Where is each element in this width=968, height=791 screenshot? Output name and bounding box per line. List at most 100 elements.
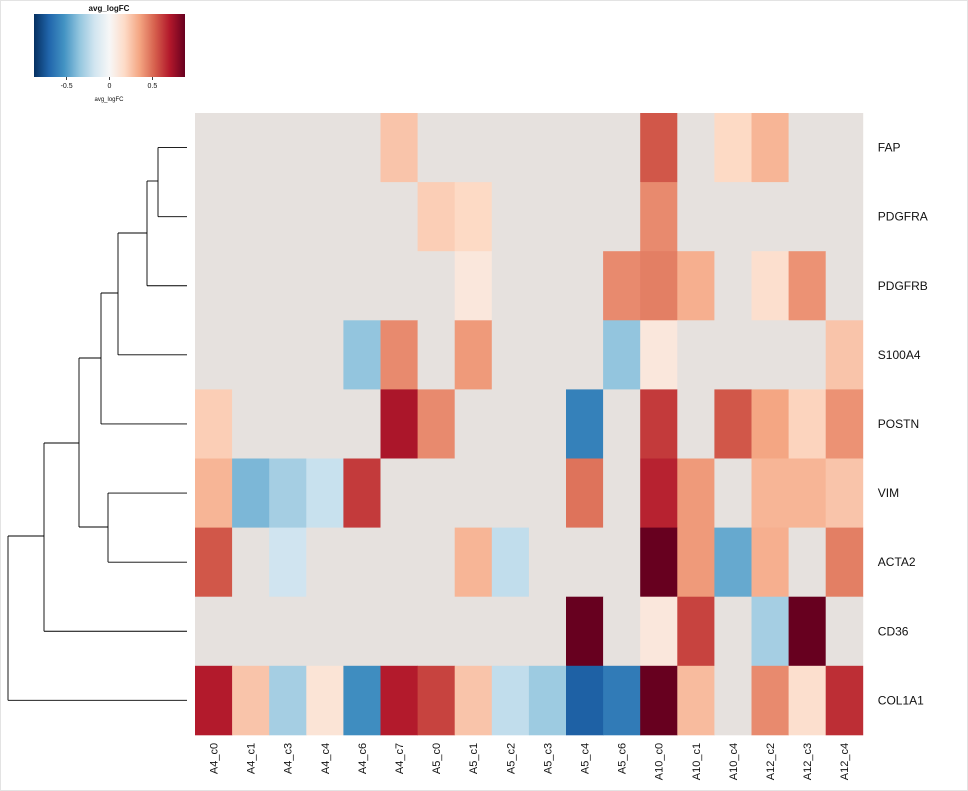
heatmap-cell	[232, 458, 270, 528]
heatmap-cell	[380, 113, 418, 183]
column-label: A5_c4	[580, 743, 592, 774]
heatmap-cell	[417, 320, 456, 390]
heatmap-cell	[380, 182, 418, 252]
heatmap-cell	[640, 665, 678, 736]
heatmap-cell	[566, 527, 604, 598]
heatmap-cell	[269, 389, 307, 459]
heatmap-cell	[306, 320, 344, 390]
heatmap-cell	[269, 182, 307, 252]
heatmap-cell	[528, 665, 567, 736]
heatmap-cell	[825, 182, 864, 252]
heatmap-cell	[343, 596, 381, 667]
heatmap-cell	[454, 320, 493, 390]
heatmap-cell	[640, 596, 678, 667]
heatmap-cell	[491, 596, 530, 667]
legend-tick-label: 0	[108, 83, 112, 90]
heatmap-cell	[677, 251, 715, 321]
heatmap-cell	[528, 458, 567, 528]
heatmap-cell	[825, 320, 864, 390]
column-label: A5_c3	[542, 743, 554, 774]
heatmap-cell	[380, 596, 418, 667]
heatmap-cell	[677, 665, 715, 736]
row-label: FAP	[878, 141, 901, 155]
column-label: A4_c0	[209, 743, 221, 774]
heatmap-cell	[788, 389, 827, 459]
heatmap-cell	[603, 458, 641, 528]
heatmap-cell	[195, 113, 233, 183]
heatmap-cell	[269, 113, 307, 183]
heatmap-cell	[825, 596, 864, 667]
heatmap-cell	[195, 251, 233, 321]
heatmap-cell	[195, 596, 233, 667]
heatmap-cell	[417, 665, 456, 736]
heatmap-cell	[306, 665, 344, 736]
heatmap-cell	[566, 458, 604, 528]
heatmap-cell	[306, 527, 344, 598]
column-label: A12_c2	[765, 743, 777, 780]
column-label: A4_c1	[246, 743, 258, 774]
heatmap-cell	[566, 596, 604, 667]
column-label: A4_c4	[320, 743, 332, 774]
heatmap-cell	[603, 182, 641, 252]
heatmap-cell	[417, 251, 456, 321]
heatmap-cell	[491, 251, 530, 321]
heatmap-cell	[269, 320, 307, 390]
heatmap-cell	[566, 320, 604, 390]
heatmap-cell	[640, 182, 678, 252]
heatmap-cell	[677, 113, 715, 183]
heatmap-cell	[306, 596, 344, 667]
heatmap-cell	[232, 320, 270, 390]
heatmap-cell	[566, 251, 604, 321]
heatmap-cell	[343, 389, 381, 459]
heatmap-cell	[825, 389, 864, 459]
heatmap-cell	[491, 665, 530, 736]
heatmap-cell	[380, 251, 418, 321]
column-label: A4_c7	[394, 743, 406, 774]
heatmap-cell	[528, 113, 567, 183]
heatmap-cell	[677, 596, 715, 667]
heatmap-cell	[232, 182, 270, 252]
heatmap-cell	[269, 458, 307, 528]
heatmap-cell	[825, 251, 864, 321]
heatmap-cell	[751, 527, 789, 598]
row-label: PDGFRA	[878, 210, 928, 224]
heatmap-cell	[751, 389, 789, 459]
heatmap-cell	[714, 596, 752, 667]
heatmap-cell	[343, 527, 381, 598]
column-label: A10_c0	[654, 743, 666, 780]
heatmap-cell	[603, 251, 641, 321]
heatmap-cell	[306, 113, 344, 183]
heatmap-cell	[306, 182, 344, 252]
row-label: PDGFRB	[878, 279, 928, 293]
heatmap-cell	[454, 389, 493, 459]
legend-title: avg_logFC	[89, 4, 130, 13]
column-label: A5_c6	[617, 743, 629, 774]
heatmap-cell	[788, 665, 827, 736]
heatmap-cell	[380, 665, 418, 736]
heatmap-cell	[714, 389, 752, 459]
heatmap-cell	[566, 113, 604, 183]
row-dendrogram	[7, 147, 187, 701]
heatmap-cell	[751, 596, 789, 667]
heatmap-cell	[232, 527, 270, 598]
heatmap-cell	[417, 527, 456, 598]
heatmap-cell	[603, 665, 641, 736]
heatmap-cell	[417, 113, 456, 183]
heatmap-cell	[528, 182, 567, 252]
heatmap-cell	[380, 527, 418, 598]
heatmap-cell	[454, 182, 493, 252]
heatmap-cell	[714, 113, 752, 183]
heatmap-cell	[195, 389, 233, 459]
heatmap-cell	[640, 113, 678, 183]
heatmap-cell	[195, 665, 233, 736]
column-label: A4_c6	[357, 743, 369, 774]
heatmap-cell	[195, 458, 233, 528]
heatmap-cell	[232, 113, 270, 183]
legend-color-bar	[34, 14, 185, 77]
heatmap-cell	[232, 596, 270, 667]
column-label: A5_c1	[468, 743, 480, 774]
heatmap-cell	[306, 389, 344, 459]
heatmap-cell	[640, 389, 678, 459]
heatmap-cell	[491, 527, 530, 598]
heatmap-cell	[751, 182, 789, 252]
